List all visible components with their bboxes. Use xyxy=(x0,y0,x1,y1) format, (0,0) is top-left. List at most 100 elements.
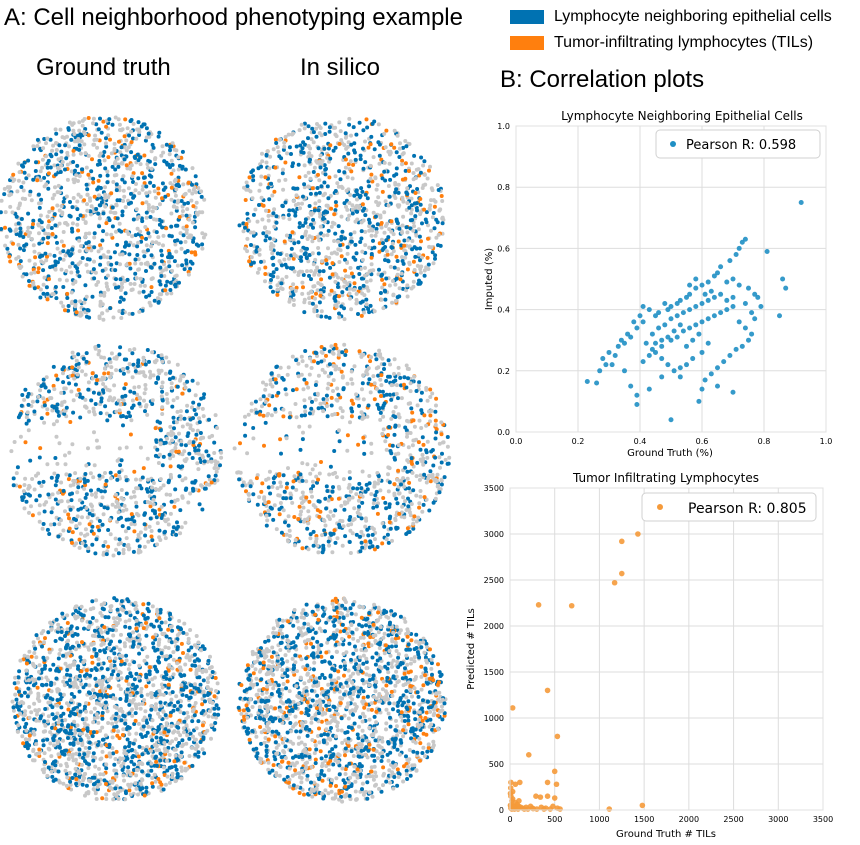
cell-dot xyxy=(393,452,398,457)
cell-dot xyxy=(123,475,128,479)
cell-dot xyxy=(336,247,341,252)
cell-dot xyxy=(410,443,415,448)
cell-dot xyxy=(326,539,331,544)
cell-dot xyxy=(198,682,203,687)
cell-dot xyxy=(20,274,25,279)
cell-dot xyxy=(171,431,176,436)
cell-dot xyxy=(185,403,190,408)
cell-dot xyxy=(249,243,253,247)
cell-dot xyxy=(317,190,322,195)
cell-dot xyxy=(156,134,161,139)
cell-dot xyxy=(79,244,83,248)
cell-dot xyxy=(127,362,132,367)
cell-dot xyxy=(320,533,324,538)
cell-dot xyxy=(91,475,96,480)
cell-dot xyxy=(141,289,146,294)
cell-dot xyxy=(343,353,348,357)
cell-dot xyxy=(57,221,62,226)
cell-dot xyxy=(197,416,202,421)
cell-dot xyxy=(326,146,331,151)
cell-dot xyxy=(430,391,435,396)
cell-dot xyxy=(158,428,163,433)
cell-dot xyxy=(165,436,170,441)
cell-dot xyxy=(69,498,74,503)
cell-dot xyxy=(374,199,379,204)
cell-dot xyxy=(382,160,387,165)
cell-dot xyxy=(303,217,308,222)
cell-dot xyxy=(305,269,309,274)
cell-dot xyxy=(413,254,418,259)
cell-dot xyxy=(64,269,69,273)
cell-dot xyxy=(65,222,70,227)
cell-dot xyxy=(418,210,423,214)
cell-dot xyxy=(263,500,268,505)
cell-dot xyxy=(141,466,146,471)
cell-dot xyxy=(445,461,450,466)
cell-dot xyxy=(31,218,36,223)
cell-dot xyxy=(319,309,324,314)
cell-dot xyxy=(157,279,162,284)
cell-dot xyxy=(416,227,421,232)
cell-dot xyxy=(80,717,85,722)
cell-dot xyxy=(36,266,41,271)
cell-dot xyxy=(297,225,302,230)
cell-dot xyxy=(281,473,286,478)
cell-dot xyxy=(190,220,195,225)
cell-dot xyxy=(176,464,181,469)
cell-dot xyxy=(300,146,305,151)
cell-dot xyxy=(47,277,51,282)
cell-dot xyxy=(326,228,331,233)
cell-dot xyxy=(202,459,207,464)
cell-dot xyxy=(282,257,287,262)
cell-dot xyxy=(373,175,378,180)
cell-dot xyxy=(37,455,42,460)
cell-dot xyxy=(110,502,115,507)
cell-dot xyxy=(18,231,23,236)
cell-dot xyxy=(307,204,312,208)
cell-dot xyxy=(167,251,172,256)
cell-dot xyxy=(417,278,421,283)
cell-dot xyxy=(132,660,137,665)
cell-dot xyxy=(155,669,160,674)
cell-dot xyxy=(107,218,112,223)
cell-dot xyxy=(50,196,55,201)
cell-dot xyxy=(382,362,387,367)
cell-dot xyxy=(309,406,314,411)
cell-dot xyxy=(105,418,110,423)
cell-dot xyxy=(377,267,381,272)
cell-dot xyxy=(404,428,409,433)
cell-dot xyxy=(284,253,289,257)
cell-dot xyxy=(161,483,166,488)
cell-dot xyxy=(269,506,274,511)
cell-dot xyxy=(337,349,342,354)
cell-dot xyxy=(344,146,349,151)
cell-dot xyxy=(334,134,339,139)
cell-dot xyxy=(349,236,354,241)
cell-dot xyxy=(390,300,395,305)
cell-dot xyxy=(107,117,112,122)
cell-dot xyxy=(422,413,427,418)
cell-dot xyxy=(102,371,107,376)
cell-dot xyxy=(120,209,125,214)
cell-dot xyxy=(323,132,328,136)
cell-dot xyxy=(350,176,355,181)
cell-dot xyxy=(135,392,140,397)
cell-dot xyxy=(401,261,406,266)
cell-dot xyxy=(130,311,135,316)
cell-dot xyxy=(300,461,305,466)
cell-dot xyxy=(166,480,171,485)
cell-dot xyxy=(434,427,439,432)
cell-dot xyxy=(149,734,154,739)
cell-dot xyxy=(293,538,298,542)
cell-dot xyxy=(120,311,125,316)
cell-dot xyxy=(213,413,218,418)
cell-dot xyxy=(159,248,164,253)
cell-dot xyxy=(107,656,112,661)
cell-dot xyxy=(339,503,344,508)
cell-dot xyxy=(417,477,422,482)
cell-dot xyxy=(155,296,160,301)
cell-dot xyxy=(302,519,306,524)
cell-dot xyxy=(356,312,360,316)
cell-dot xyxy=(282,489,287,494)
cell-dot xyxy=(365,196,370,201)
